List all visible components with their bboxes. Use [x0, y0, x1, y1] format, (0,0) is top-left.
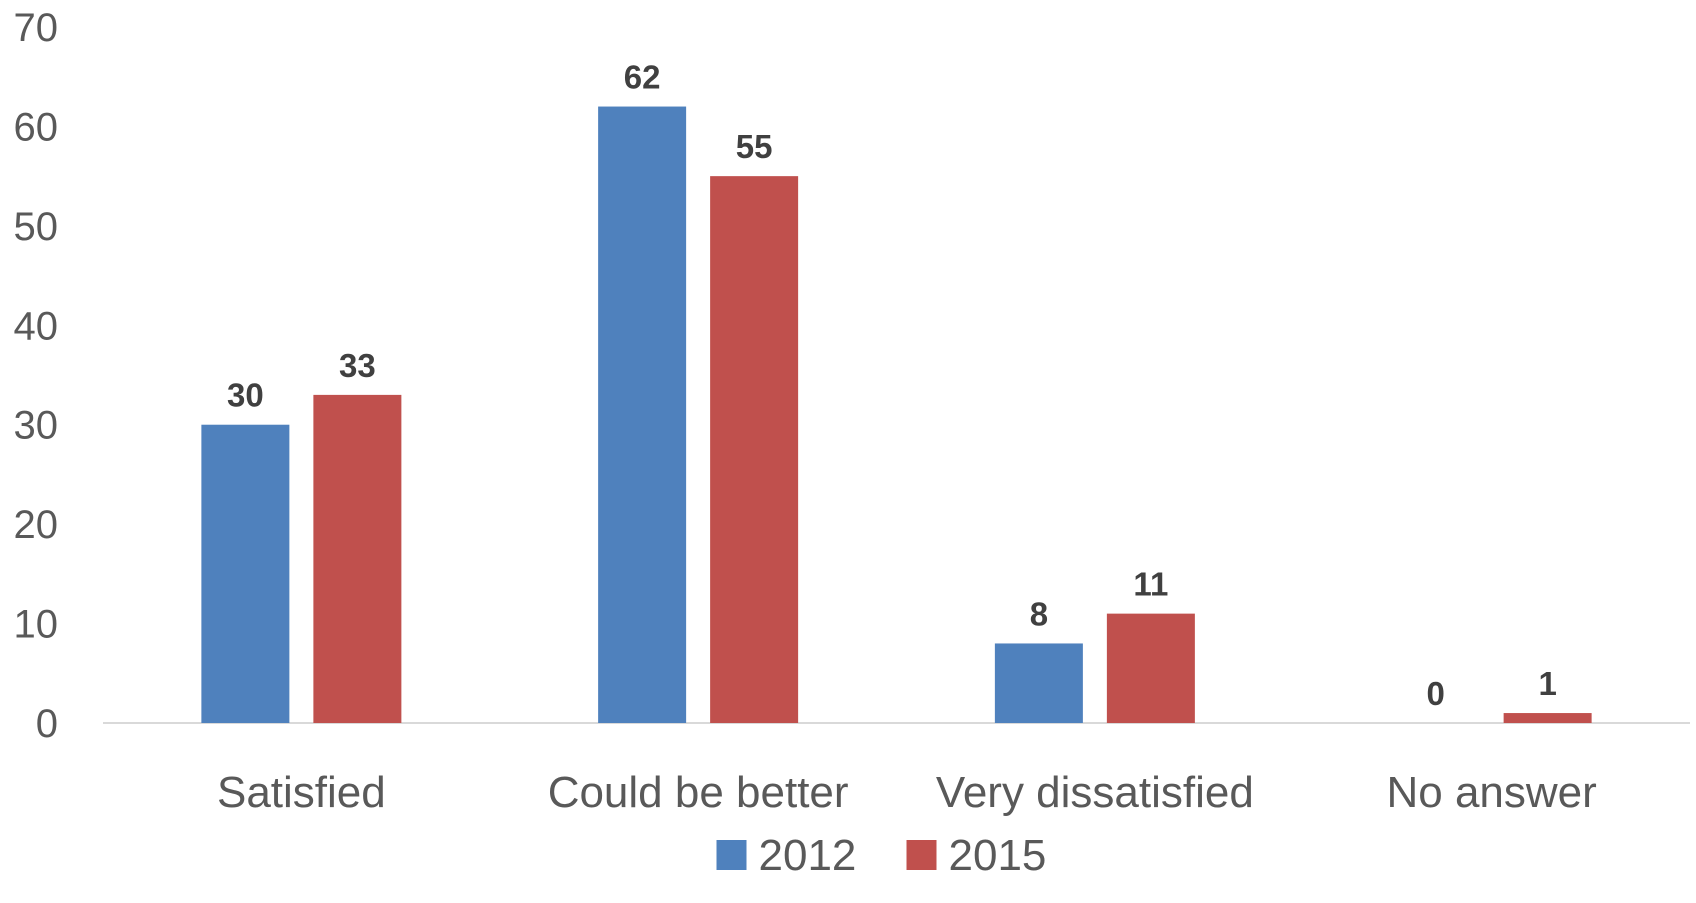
category-label: Very dissatisfied — [936, 768, 1254, 817]
data-label: 11 — [1133, 566, 1168, 603]
category-label: Satisfied — [217, 768, 386, 817]
bar-2015-could-be-better — [710, 176, 799, 724]
bar-series-group — [201, 106, 1592, 724]
category-labels: Satisfied Could be better Very dissatisfie… — [217, 768, 1597, 817]
data-label: 33 — [339, 347, 376, 384]
data-label: 55 — [736, 128, 773, 165]
legend-label-2012: 2012 — [759, 831, 857, 880]
data-label: 0 — [1426, 675, 1444, 712]
legend-swatch-2015 — [906, 840, 937, 870]
y-tick-label: 10 — [14, 603, 59, 647]
y-tick-label: 50 — [14, 205, 59, 249]
bar-2015-no-answer — [1503, 713, 1592, 723]
data-label: 30 — [227, 377, 264, 414]
legend: 2012 2015 — [716, 831, 1047, 880]
y-axis-tick-labels: 0 10 20 30 40 50 60 70 — [14, 6, 59, 746]
y-tick-label: 30 — [14, 404, 59, 448]
bar-2015-satisfied — [313, 394, 402, 723]
bar-2015-very-dissatisfied — [1106, 613, 1195, 723]
category-label: No answer — [1386, 768, 1596, 817]
data-label: 1 — [1538, 665, 1556, 702]
data-label: 8 — [1030, 595, 1048, 632]
y-tick-label: 60 — [14, 105, 59, 149]
y-tick-label: 70 — [14, 6, 59, 50]
y-tick-label: 0 — [36, 702, 58, 746]
data-labels-group: 30 33 62 55 8 11 0 1 — [227, 59, 1557, 712]
bar-2012-satisfied — [201, 424, 290, 723]
bar-2012-could-be-better — [598, 106, 687, 724]
y-tick-label: 40 — [14, 304, 59, 348]
category-label: Could be better — [548, 768, 849, 817]
bar-2012-very-dissatisfied — [994, 643, 1083, 723]
data-label: 62 — [624, 59, 661, 96]
y-tick-label: 20 — [14, 503, 59, 547]
legend-label-2015: 2015 — [949, 831, 1047, 880]
legend-swatch-2012 — [716, 840, 747, 870]
